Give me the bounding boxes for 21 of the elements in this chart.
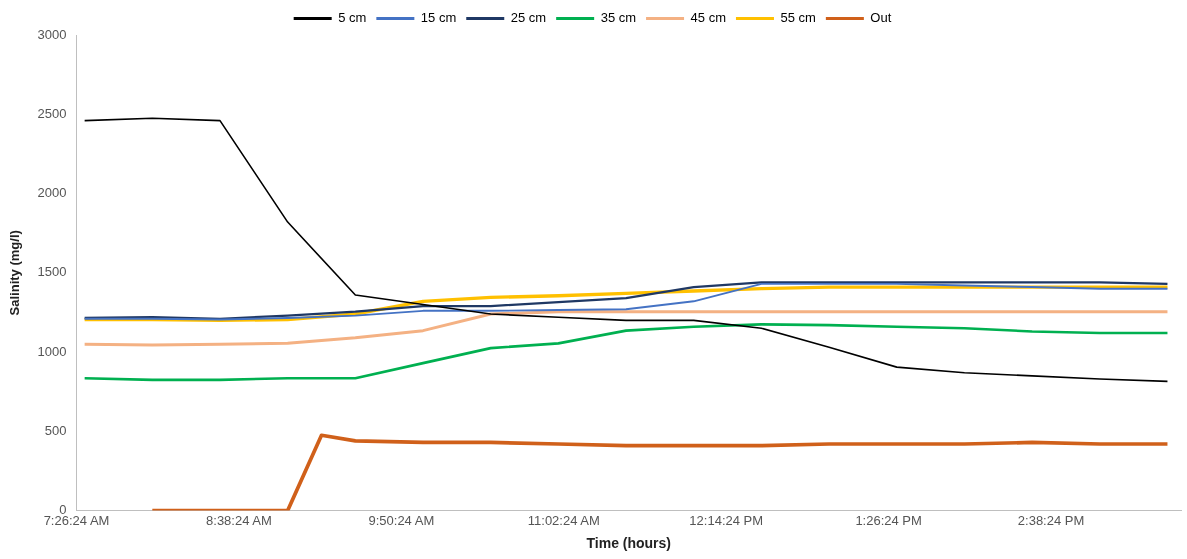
legend-label: 25 cm [510,10,547,26]
x-tick-label: 1:26:24 PM [855,512,922,528]
x-tick-label: 9:50:24 AM [368,512,435,528]
legend-label: 35 cm [600,10,637,26]
y-tick-label: 1500 [37,264,67,280]
y-axis-title: Salinity (mg/l) [7,230,23,316]
legend-label: 55 cm [780,10,816,26]
legend-label: Out [870,10,892,26]
x-tick-label: 12:14:24 PM [689,512,764,528]
x-axis-title: Time (hours) [586,535,672,552]
y-tick-label: 1000 [37,343,67,359]
y-tick-label: 500 [44,422,67,438]
legend-label: 45 cm [690,10,726,26]
y-tick-label: 2000 [37,185,67,201]
x-tick-label: 8:38:24 AM [206,512,272,528]
legend-label: 15 cm [420,10,457,26]
x-tick-label: 2:38:24 PM [1017,512,1085,528]
x-tick-label: 11:02:24 AM [527,512,600,528]
legend-label: 5 cm [338,10,367,26]
y-tick-label: 3000 [37,26,67,42]
y-tick-label: 2500 [37,105,67,121]
